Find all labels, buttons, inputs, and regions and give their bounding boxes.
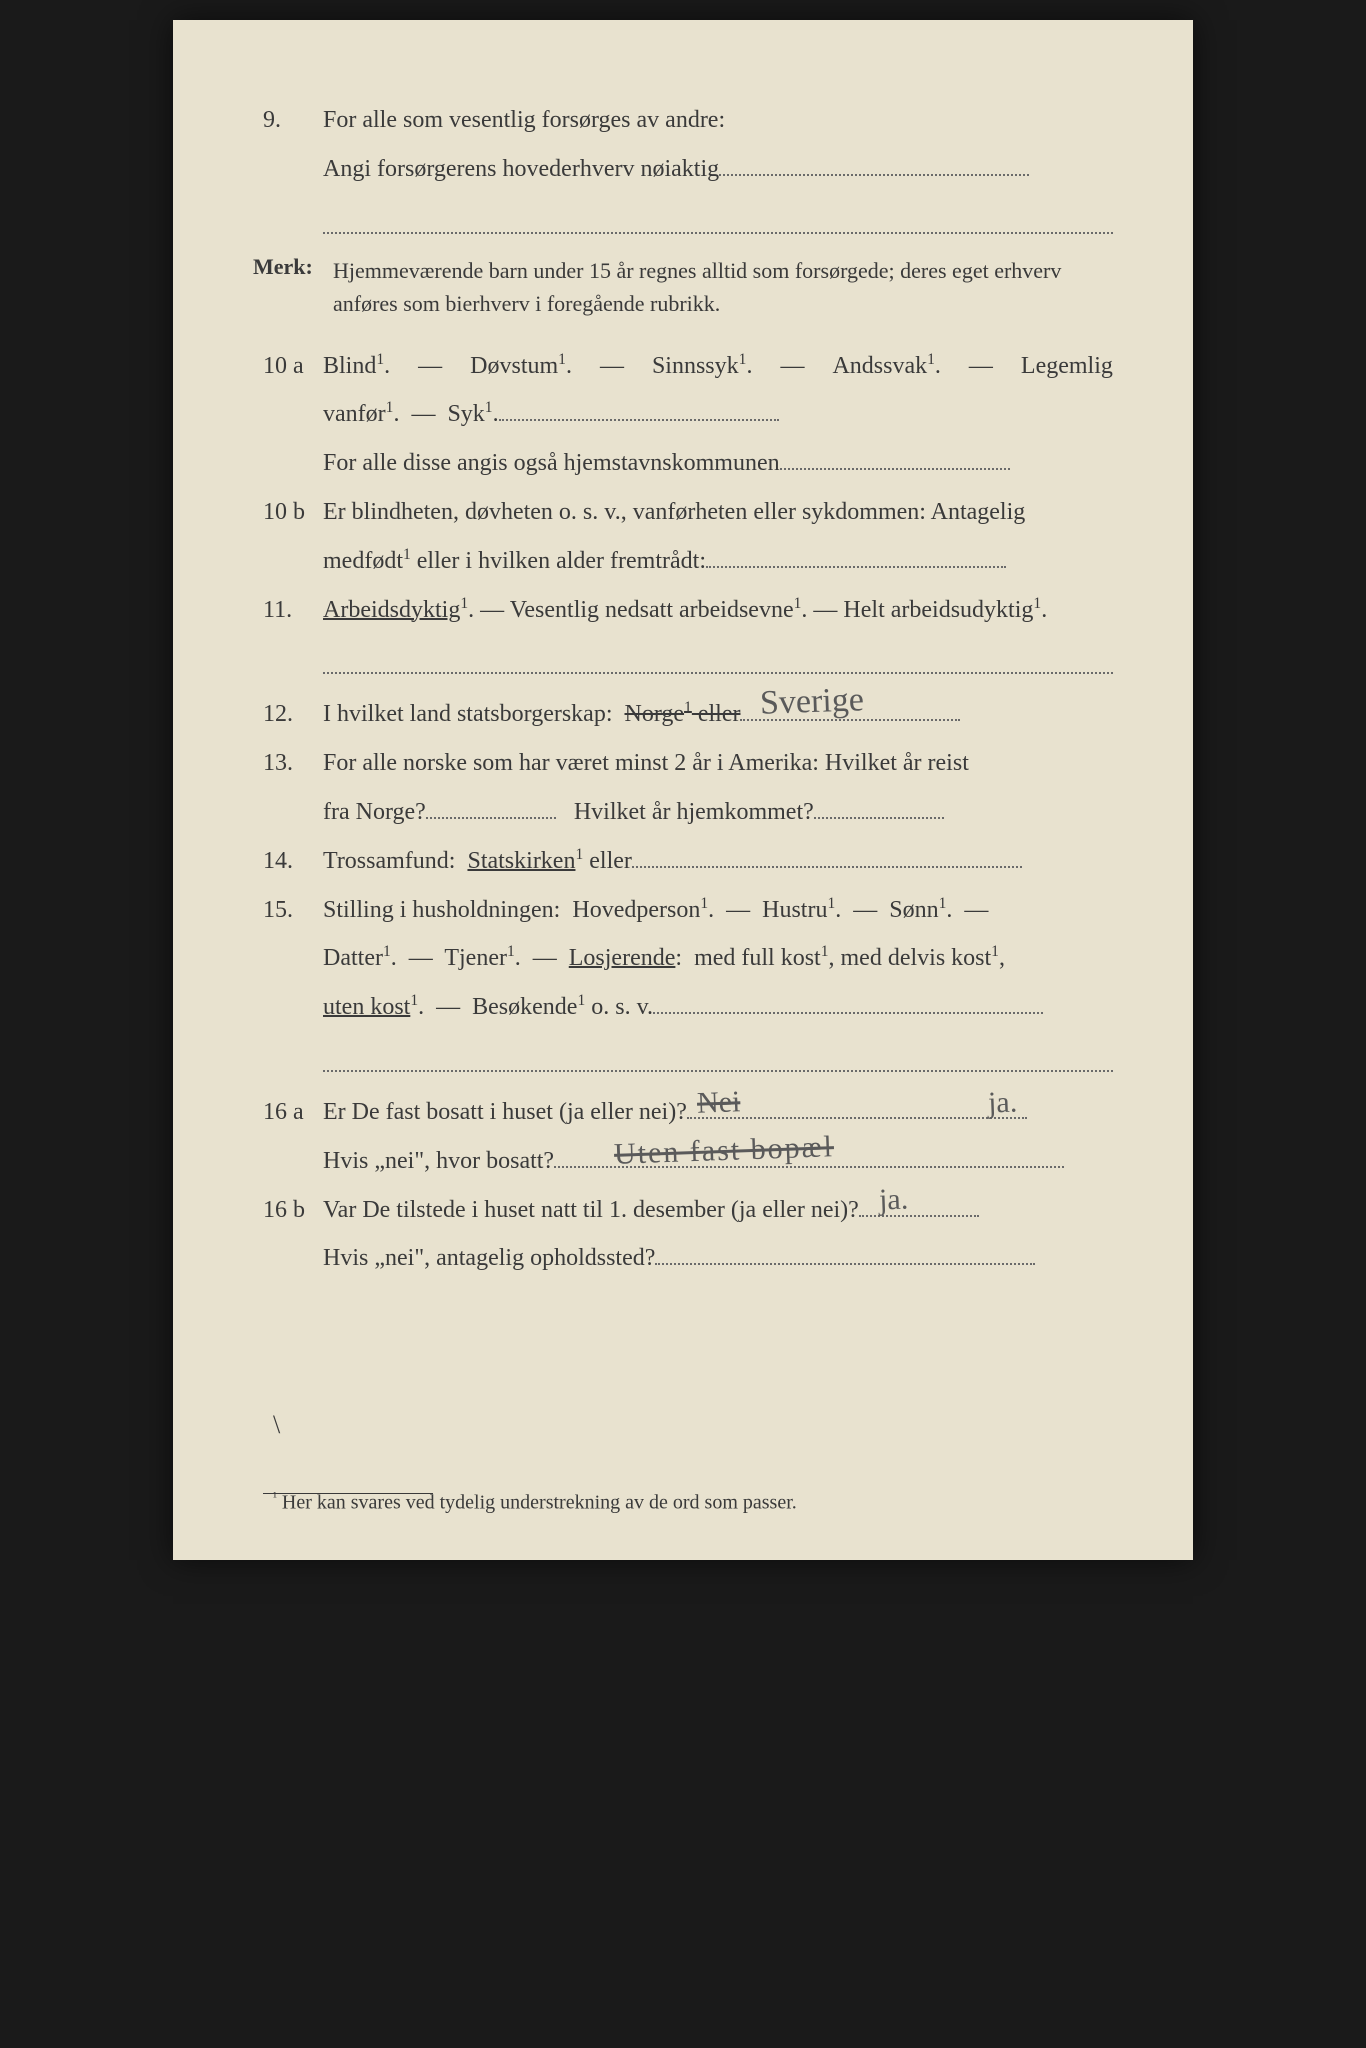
q15-line2: Datter1. — Tjener1. — Losjerende: med fu… bbox=[253, 938, 1113, 979]
q15-uten-kost: uten kost bbox=[323, 994, 410, 1020]
q11-opt2: Vesentlig nedsatt arbeidsevne bbox=[510, 597, 794, 623]
q11-opt3: Helt arbeidsudyktig bbox=[843, 597, 1033, 623]
q13-line1: 13. For alle norske som har været minst … bbox=[253, 743, 1113, 784]
q15-losjerende: Losjerende bbox=[569, 945, 676, 971]
q14-statskirken: Statskirken bbox=[467, 848, 575, 874]
q16b-line2: Hvis „nei", antagelig opholdssted? bbox=[253, 1238, 1113, 1279]
q16a-bosatt-answer: Uten fast bopæl bbox=[613, 1122, 835, 1181]
q16a-line2: Hvis „nei", hvor bosatt? Uten fast bopæl bbox=[253, 1141, 1113, 1182]
q16a-answer-final: ja. bbox=[987, 1076, 1018, 1128]
q15-line1: 15. Stilling i husholdningen: Hovedperso… bbox=[253, 890, 1113, 931]
q13-text1: For alle norske som har været minst 2 år… bbox=[323, 743, 1113, 784]
q12-number: 12. bbox=[253, 694, 323, 735]
q11: 11. Arbeidsdyktig1. — Vesentlig nedsatt … bbox=[253, 590, 1113, 631]
merk-text: Hjemmeværende barn under 15 år regnes al… bbox=[333, 254, 1113, 320]
q10b-text1: Er blindheten, døvheten o. s. v., vanfør… bbox=[323, 492, 1113, 533]
q9-blank-line bbox=[323, 200, 1113, 234]
q11-blank-line bbox=[323, 640, 1113, 674]
merk-note: Merk: Hjemmeværende barn under 15 år reg… bbox=[253, 254, 1113, 320]
q10b-line2: medfødt1 eller i hvilken alder fremtrådt… bbox=[253, 541, 1113, 582]
q13-line2: fra Norge? Hvilket år hjemkommet? bbox=[253, 792, 1113, 833]
q12-answer-handwritten: Sverige bbox=[760, 671, 866, 732]
q10a-number: 10 a bbox=[253, 346, 323, 387]
census-form-page: 9. For alle som vesentlig forsørges av a… bbox=[173, 20, 1193, 1560]
q12-norge-struck: Norge1 eller bbox=[625, 701, 741, 727]
q14-number: 14. bbox=[253, 841, 323, 882]
q11-opt1: Arbeidsdyktig bbox=[323, 597, 460, 623]
q13-number: 13. bbox=[253, 743, 323, 784]
q16b-line1: 16 b Var De tilstede i huset natt til 1.… bbox=[253, 1190, 1113, 1231]
q9-fill-line bbox=[719, 149, 1029, 175]
q9-line1: 9. For alle som vesentlig forsørges av a… bbox=[253, 100, 1113, 141]
q12: 12. I hvilket land statsborgerskap: Norg… bbox=[253, 694, 1113, 735]
q10b-line1: 10 b Er blindheten, døvheten o. s. v., v… bbox=[253, 492, 1113, 533]
q15-blank-line bbox=[323, 1038, 1113, 1072]
q10a-line1: 10 a Blind1. — Døvstum1. — Sinnssyk1. — … bbox=[253, 346, 1113, 387]
q14: 14. Trossamfund: Statskirken1 eller bbox=[253, 841, 1113, 882]
q16a-number: 16 a bbox=[253, 1092, 323, 1133]
q10b-number: 10 b bbox=[253, 492, 323, 533]
q9-line2: Angi forsørgerens hovederhverv nøiaktig bbox=[253, 149, 1113, 190]
q16a-answer-crossed: Nei bbox=[696, 1076, 741, 1128]
q15-line3: uten kost1. — Besøkende1 o. s. v. bbox=[253, 987, 1113, 1028]
q11-number: 11. bbox=[253, 590, 323, 631]
q9-number: 9. bbox=[253, 100, 323, 141]
merk-label: Merk: bbox=[253, 254, 333, 320]
stray-mark: \ bbox=[273, 1410, 280, 1440]
footnote-text: ¹ Her kan svares ved tydelig understrekn… bbox=[273, 1489, 1113, 1515]
q16b-answer: ja. bbox=[878, 1174, 909, 1226]
q9-text2: Angi forsørgerens hovederhverv nøiaktig bbox=[323, 156, 719, 182]
q10a-line2: vanfør1. — Syk1. bbox=[253, 394, 1113, 435]
q9-text1: For alle som vesentlig forsørges av andr… bbox=[323, 100, 1113, 141]
q10a-line3: For alle disse angis også hjemstavnskomm… bbox=[253, 443, 1113, 484]
q15-number: 15. bbox=[253, 890, 323, 931]
q16b-number: 16 b bbox=[253, 1190, 323, 1231]
